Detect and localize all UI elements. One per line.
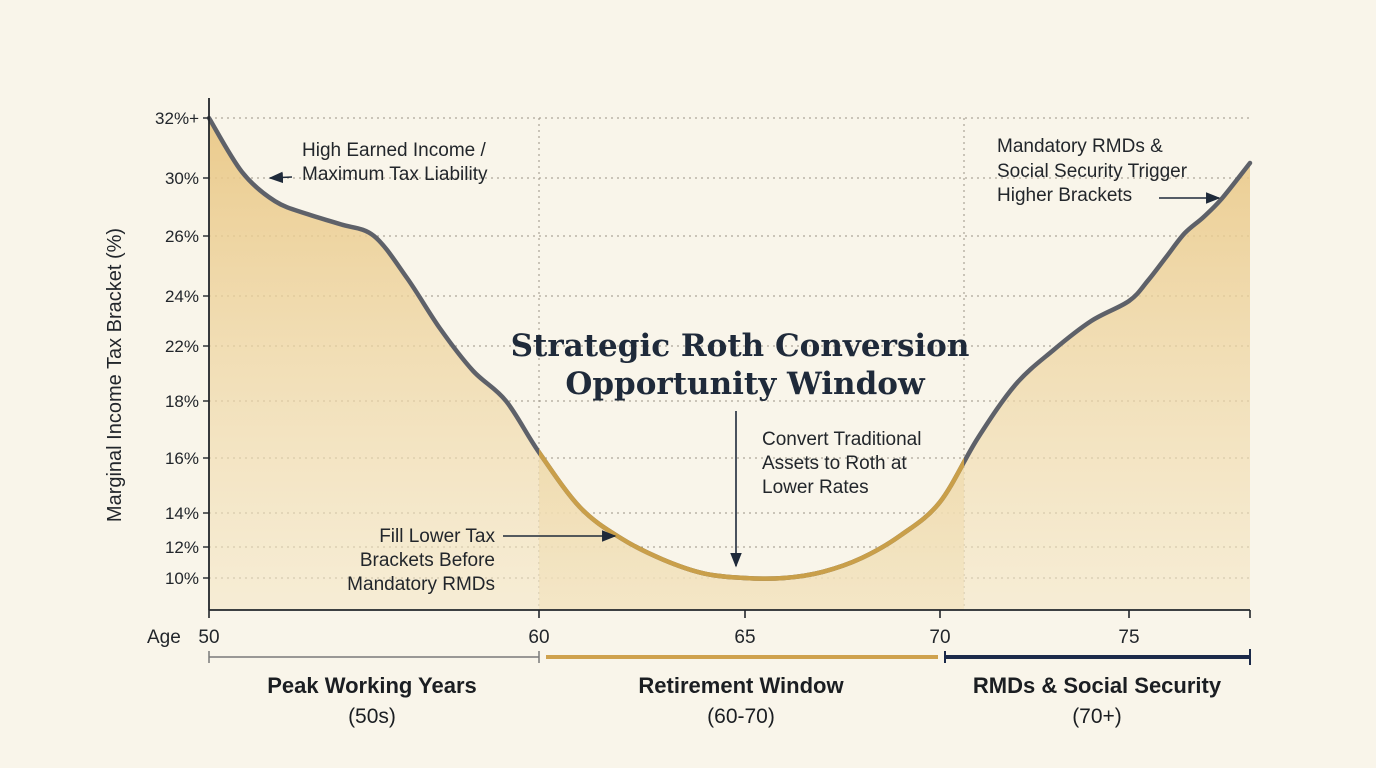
y-axis-label: Marginal Income Tax Bracket (%): [104, 228, 126, 522]
chart-title: Strategic Roth Conversion Opportunity Wi…: [511, 328, 970, 402]
y-tick-label: 30%: [165, 169, 199, 188]
phase-labels: Peak Working Years (50s) Retirement Wind…: [267, 673, 1222, 728]
x-tick-label: 70: [929, 627, 950, 648]
x-tick-label: 50: [198, 627, 219, 648]
annotation-text-line: Assets to Roth at: [762, 453, 907, 474]
y-tick-label: 24%: [165, 287, 199, 306]
phase-subtitle: (50s): [348, 705, 396, 728]
axes: [208, 98, 1250, 611]
area-fill: [209, 118, 1250, 610]
annotation-convert: Convert Traditional Assets to Roth at Lo…: [730, 411, 921, 568]
annotation-text-line: High Earned Income /: [302, 140, 486, 161]
tick-labels: 10% 12% 14% 16% 18% 22% 24% 26% 30% 32%+ 50 60 65 70 7…: [155, 109, 1251, 648]
y-tick-label: 22%: [165, 337, 199, 356]
annotation-text-line: Mandatory RMDs &: [997, 136, 1163, 157]
y-tick-label: 12%: [165, 538, 199, 557]
x-tick-label: 75: [1118, 627, 1139, 648]
annotation-text-line: Maximum Tax Liability: [302, 164, 488, 185]
tax-curve-window-line: [539, 448, 964, 581]
annotation-text-line: Lower Rates: [762, 477, 869, 498]
chart-title-line-1: Strategic Roth Conversion: [511, 328, 970, 364]
y-tick-label: 14%: [165, 504, 199, 523]
phase-subtitle: (70+): [1072, 705, 1122, 728]
y-tick-label: 26%: [165, 227, 199, 246]
y-tick-label: 32%+: [155, 109, 199, 128]
y-tick-label: 18%: [165, 392, 199, 411]
phase-bars: [208, 649, 1251, 665]
chart-title-line-2: Opportunity Window: [565, 366, 926, 402]
annotation-fill-brackets: Fill Lower Tax Brackets Before Mandatory…: [347, 526, 617, 595]
phase-title: Peak Working Years: [267, 673, 477, 698]
annotation-text-line: Convert Traditional: [762, 429, 921, 450]
annotation-text-line: Fill Lower Tax: [379, 526, 495, 547]
annotation-text-line: Social Security Trigger: [997, 161, 1188, 182]
y-tick-label: 16%: [165, 449, 199, 468]
x-tick-label: 60: [528, 627, 549, 648]
annotation-high-income: High Earned Income / Maximum Tax Liabili…: [268, 140, 488, 185]
area-fill-window: [539, 452, 964, 610]
x-axis-label: Age: [147, 627, 181, 648]
annotation-arrow: [268, 171, 293, 184]
phase-subtitle: (60-70): [707, 705, 775, 728]
annotation-text-line: Brackets Before: [360, 550, 495, 571]
y-tick-label: 10%: [165, 569, 199, 588]
annotation-text-line: Higher Brackets: [997, 185, 1132, 206]
x-tick-label: 65: [734, 627, 755, 648]
phase-title: RMDs & Social Security: [973, 673, 1222, 698]
tax-curve: [206, 115, 1253, 581]
annotation-text-line: Mandatory RMDs: [347, 574, 495, 595]
phase-title: Retirement Window: [638, 673, 844, 698]
annotation-rmds: Mandatory RMDs & Social Security Trigger…: [997, 136, 1221, 206]
area-fill-full: [209, 118, 1250, 610]
